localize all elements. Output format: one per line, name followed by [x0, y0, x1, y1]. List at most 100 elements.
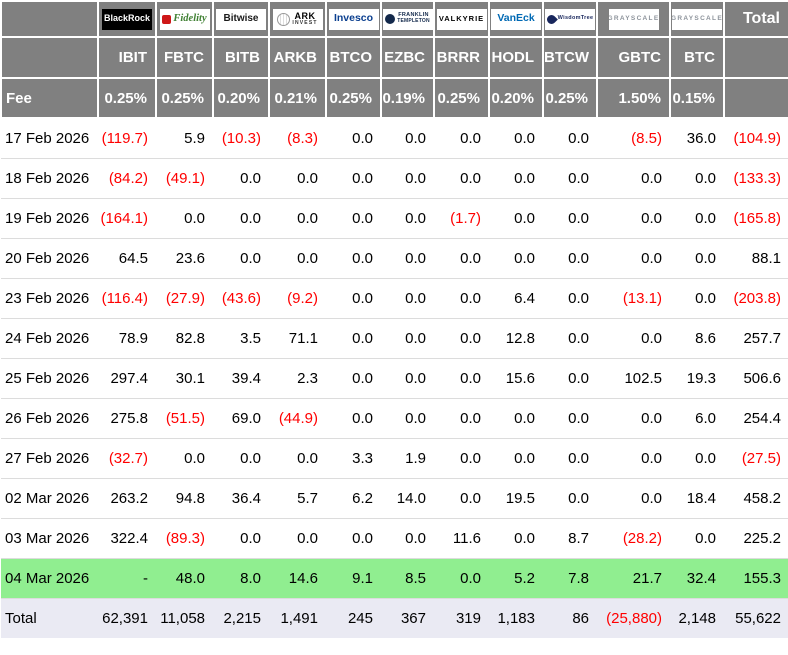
- table-row: 27 Feb 2026 (32.7) 0.0 0.0 0.0 3.3 1.9 0.0 0.0 0.…: [1, 438, 788, 479]
- value-cell: 5.7: [269, 478, 326, 519]
- wisdomtree-tree-icon: [545, 12, 558, 26]
- ticker-btc: BTC: [669, 36, 725, 79]
- date-cell: 03 Mar 2026: [1, 518, 98, 559]
- franklin-logo: FRANKLIN TEMPLETON: [382, 8, 433, 30]
- value-cell: 0.0: [489, 238, 543, 279]
- value-cell: 0.0: [597, 158, 670, 199]
- value-cell: 0.0: [489, 118, 543, 159]
- table-row: 23 Feb 2026 (116.4) (27.9) (43.6) (9.2) 0.0 0.…: [1, 278, 788, 319]
- logo-text-stack: GRAYSCALE: [609, 15, 659, 23]
- value-cell: (44.9): [269, 398, 326, 439]
- bitwise-logo: Bitwise: [216, 8, 266, 30]
- value-cell: 0.0: [269, 198, 326, 239]
- fee-label: Fee: [0, 77, 99, 119]
- value-cell: (8.5): [597, 118, 670, 159]
- table-row: 25 Feb 2026 297.4 30.1 39.4 2.3 0.0 0.0 0.0 15.6…: [1, 358, 788, 399]
- value-cell: 0.0: [156, 198, 213, 239]
- value-cell: 86: [543, 598, 597, 638]
- value-cell: 11,058: [156, 598, 213, 638]
- value-cell: 0.0: [213, 198, 269, 239]
- value-cell: 36.4: [213, 478, 269, 519]
- value-cell: 0.0: [326, 198, 381, 239]
- fidelity-logo: Fidelity: [159, 8, 210, 30]
- value-cell: (49.1): [156, 158, 213, 199]
- ticker-brrr: BRRR: [433, 36, 490, 79]
- logo-text-stack: FRANKLIN TEMPLETON: [397, 13, 430, 24]
- vaneck-logo: VanEck: [491, 8, 541, 30]
- value-cell: 14.0: [381, 478, 434, 519]
- fee-value: 1.50%: [596, 77, 671, 119]
- date-cell: 23 Feb 2026: [1, 278, 98, 319]
- value-cell: 19.5: [489, 478, 543, 519]
- value-cell: 0.0: [597, 438, 670, 479]
- value-cell: 71.1: [269, 318, 326, 359]
- value-cell: 14.6: [269, 558, 326, 599]
- value-cell: 0.0: [213, 518, 269, 559]
- value-cell: 0.0: [434, 238, 489, 279]
- logo-text: BlackRock: [103, 13, 151, 24]
- logo-text-stack: GRAYSCALE: [672, 15, 722, 23]
- logo-text: FRANKLIN: [398, 12, 429, 19]
- value-cell: (28.2): [597, 518, 670, 559]
- date-cell: 04 Mar 2026: [1, 558, 98, 599]
- value-cell: 0.0: [434, 438, 489, 479]
- ticker-ezbc: EZBC: [380, 36, 435, 79]
- value-cell: 0.0: [670, 238, 724, 279]
- value-cell: 0.0: [381, 398, 434, 439]
- logo-text: VanEck: [497, 12, 535, 25]
- value-cell: 48.0: [156, 558, 213, 599]
- value-cell: (84.2): [98, 158, 156, 199]
- fee-value: 0.19%: [380, 77, 435, 119]
- value-cell: 0.0: [434, 118, 489, 159]
- fee-value: 0.25%: [97, 77, 157, 119]
- value-cell: 0.0: [381, 118, 434, 159]
- value-cell: 78.9: [98, 318, 156, 359]
- value-cell: (51.5): [156, 398, 213, 439]
- value-cell: -: [98, 558, 156, 599]
- ark-logo: ARK INVEST: [272, 8, 323, 30]
- value-cell: 0.0: [213, 158, 269, 199]
- value-cell: 0.0: [326, 278, 381, 319]
- total-row-label: Total: [1, 598, 98, 638]
- row-total-cell: 225.2: [724, 518, 788, 559]
- value-cell: 245: [326, 598, 381, 638]
- value-cell: 1.9: [381, 438, 434, 479]
- etf-flow-table: BlackRock Fidelity Bitwise ARK INVEST Invesco…: [0, 0, 788, 638]
- fee-total-empty-cell: [723, 77, 788, 119]
- value-cell: 62,391: [98, 598, 156, 638]
- provider-cell: FRANKLIN TEMPLETON: [380, 0, 435, 38]
- value-cell: 0.0: [670, 278, 724, 319]
- fee-value: 0.15%: [669, 77, 725, 119]
- value-cell: 322.4: [98, 518, 156, 559]
- date-cell: 18 Feb 2026: [1, 158, 98, 199]
- value-cell: 0.0: [543, 278, 597, 319]
- value-cell: (89.3): [156, 518, 213, 559]
- value-cell: 0.0: [434, 158, 489, 199]
- provider-cell: VALKYRIE: [433, 0, 490, 38]
- value-cell: 6.4: [489, 278, 543, 319]
- value-cell: 2,148: [670, 598, 724, 638]
- logo-text-stack: BlackRock: [103, 13, 151, 24]
- value-cell: 0.0: [489, 438, 543, 479]
- row-total-cell: 155.3: [724, 558, 788, 599]
- table-row: 17 Feb 2026 (119.7) 5.9 (10.3) (8.3) 0.0 0.0 0.…: [1, 118, 788, 159]
- fidelity-pinwheel-icon: [162, 14, 172, 24]
- fee-value: 0.21%: [268, 77, 327, 119]
- logo-text: Bitwise: [223, 12, 259, 24]
- value-cell: 0.0: [543, 438, 597, 479]
- value-cell: 0.0: [326, 398, 381, 439]
- logo-text-stack: WisdomTree: [558, 15, 594, 22]
- ticker-bitb: BITB: [212, 36, 270, 79]
- logo-subtext: TEMPLETON: [397, 18, 430, 25]
- date-cell: 25 Feb 2026: [1, 358, 98, 399]
- value-cell: 64.5: [98, 238, 156, 279]
- value-cell: 6.0: [670, 398, 724, 439]
- value-cell: 0.0: [543, 478, 597, 519]
- value-cell: 21.7: [597, 558, 670, 599]
- value-cell: 1,183: [489, 598, 543, 638]
- row-total-cell: 55,622: [724, 598, 788, 638]
- ticker-hodl: HODL: [488, 36, 544, 79]
- value-cell: 0.0: [434, 358, 489, 399]
- value-cell: 0.0: [670, 198, 724, 239]
- ark-globe-icon: [277, 12, 291, 26]
